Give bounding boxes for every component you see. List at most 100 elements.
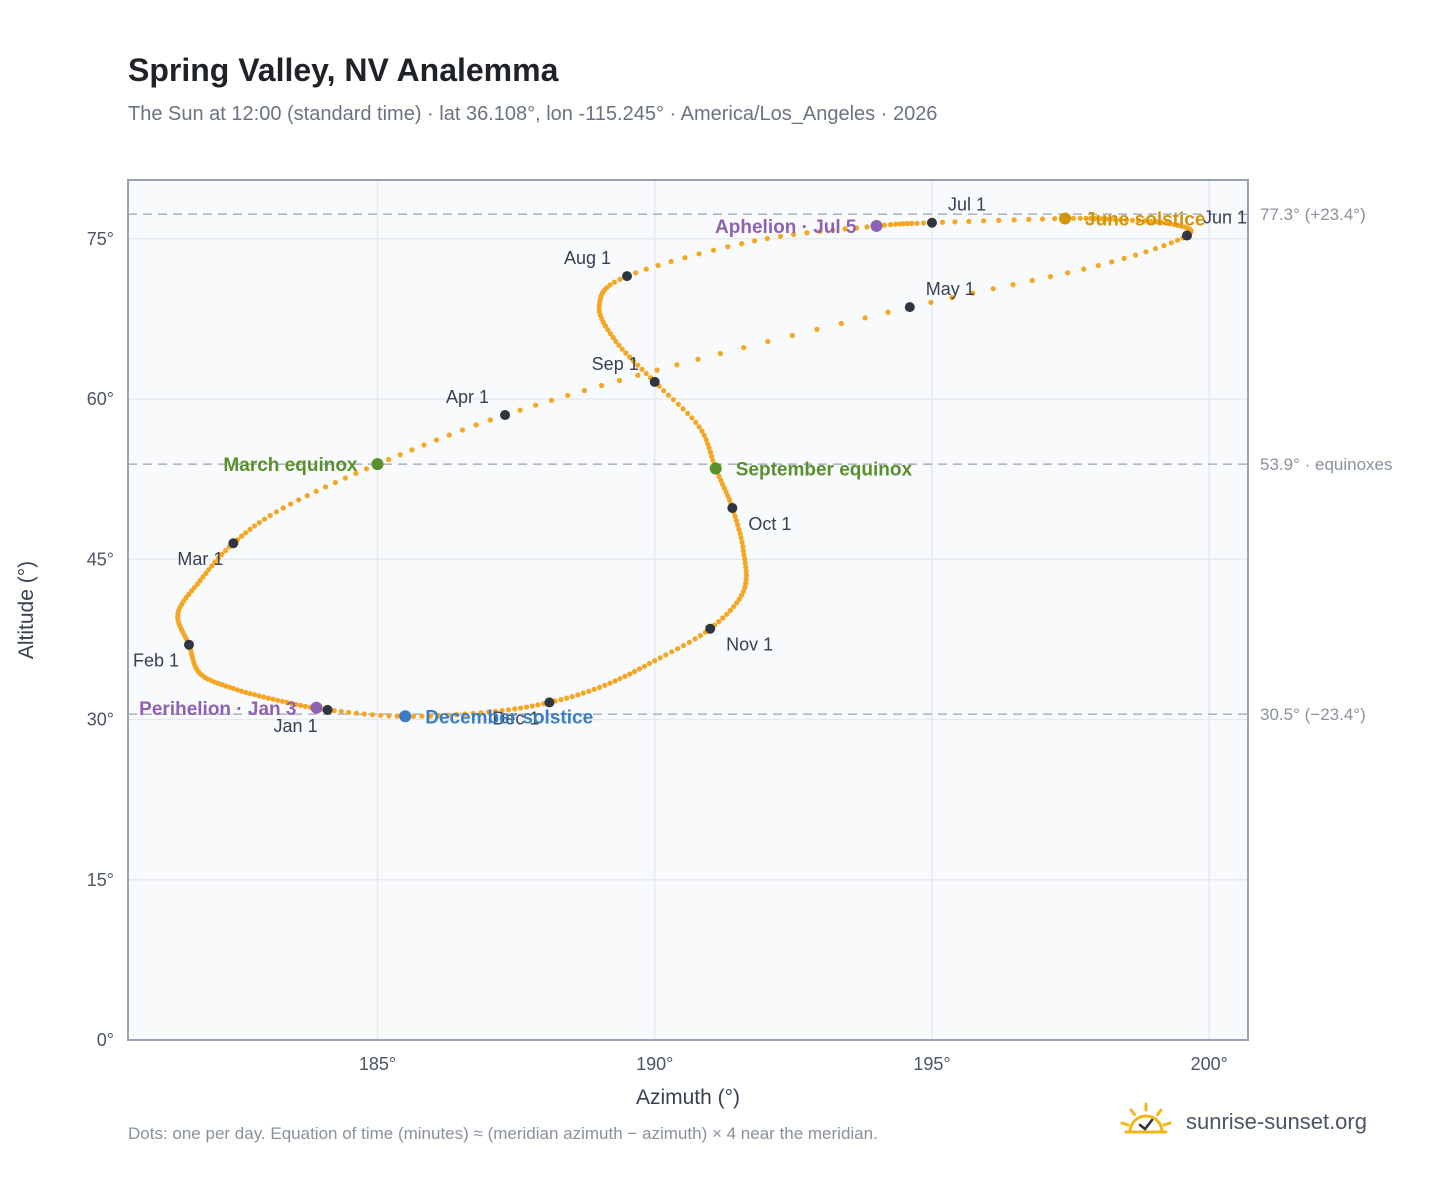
analemma-daily-dot	[1142, 218, 1148, 224]
analemma-daily-dot	[737, 531, 743, 537]
brand-name: sunrise-sunset.org	[1186, 1108, 1367, 1134]
analemma-daily-dot	[533, 402, 539, 408]
analemma-daily-dot	[267, 512, 273, 519]
analemma-daily-dot	[632, 668, 638, 675]
brand-logo[interactable]: sunrise-sunset.org	[1120, 1102, 1367, 1141]
analemma-daily-dot	[864, 224, 870, 230]
analemma-daily-dot	[842, 226, 848, 232]
analemma-daily-dot	[739, 241, 745, 247]
analemma-daily-dot	[394, 713, 400, 719]
analemma-daily-dot	[1117, 217, 1123, 223]
analemma-daily-dot	[234, 687, 240, 693]
analemma-daily-dot	[742, 584, 748, 591]
analemma-daily-dot	[499, 708, 505, 714]
analemma-daily-dot	[1167, 221, 1173, 227]
event-label: March equinox	[223, 455, 358, 476]
analemma-daily-dot	[654, 367, 660, 373]
analemma-daily-dot	[369, 712, 375, 718]
analemma-daily-dot	[596, 684, 603, 691]
analemma-daily-dot	[238, 688, 244, 694]
month-marker-dot	[228, 538, 239, 549]
analemma-daily-dot	[655, 262, 661, 268]
analemma-daily-dot	[194, 581, 200, 587]
analemma-daily-dot	[280, 505, 286, 511]
analemma-daily-dot	[517, 407, 523, 413]
analemma-daily-dot	[478, 710, 484, 716]
analemma-daily-dot	[209, 563, 215, 569]
analemma-daily-dot	[617, 676, 623, 682]
analemma-daily-dot	[674, 362, 680, 368]
analemma-daily-dot	[743, 564, 749, 570]
analemma-daily-dot	[1175, 237, 1181, 243]
analemma-daily-dot	[1109, 259, 1115, 265]
analemma-daily-dot	[607, 680, 613, 686]
analemma-daily-dot	[239, 533, 245, 539]
analemma-daily-dot	[636, 666, 643, 672]
x-axis-title: Azimuth (°)	[636, 1086, 740, 1109]
analemma-daily-dot	[226, 684, 233, 690]
chart-title: Spring Valley, NV Analemma	[128, 52, 559, 88]
analemma-daily-dot	[633, 270, 639, 276]
analemma-daily-dot	[612, 678, 618, 684]
analemma-daily-dot	[1010, 282, 1016, 288]
y-axis-title: Altitude (°)	[15, 561, 38, 659]
analemma-daily-dot	[1052, 216, 1058, 222]
analemma-daily-dot	[243, 530, 249, 536]
analemma-daily-dot	[353, 710, 359, 716]
analemma-daily-dot	[293, 701, 299, 708]
analemma-daily-dot	[627, 671, 633, 677]
analemma-daily-dot	[602, 682, 608, 688]
analemma-daily-dot	[346, 709, 352, 716]
analemma-daily-dot	[284, 699, 290, 706]
analemma-daily-dot	[304, 493, 310, 499]
analemma-daily-dot	[657, 655, 663, 661]
analemma-daily-dot	[261, 694, 267, 700]
analemma-daily-dot	[838, 320, 844, 327]
analemma-daily-dot	[599, 382, 605, 389]
month-marker-label: Apr 1	[446, 387, 489, 407]
analemma-daily-dot	[741, 552, 747, 558]
analemma-daily-dot	[721, 485, 728, 491]
analemma-daily-dot	[689, 415, 695, 421]
month-marker-dot	[500, 410, 511, 421]
analemma-daily-dot	[703, 437, 709, 443]
analemma-daily-dot	[433, 437, 439, 443]
analemma-daily-dot	[909, 220, 915, 226]
analemma-daily-dot	[705, 441, 711, 447]
analemma-daily-dot	[565, 392, 571, 398]
reference-line-label: 77.3° (+23.4°)	[1260, 205, 1366, 224]
analemma-daily-dot	[720, 615, 726, 621]
analemma-daily-dot	[611, 279, 618, 285]
analemma-daily-dot	[1070, 215, 1076, 221]
y-tick-label: 0°	[97, 1030, 114, 1050]
analemma-daily-dot	[243, 689, 249, 696]
analemma-daily-dot	[970, 290, 976, 296]
analemma-daily-dot	[904, 220, 911, 227]
analemma-daily-dot	[256, 520, 262, 526]
event-label: Aphelion · Jul 5	[715, 217, 857, 238]
reference-line-label: 30.5° (−23.4°)	[1260, 705, 1366, 724]
y-tick-label: 75°	[87, 229, 114, 249]
month-marker-label: Nov 1	[726, 635, 773, 655]
analemma-daily-dot	[740, 543, 746, 550]
analemma-daily-dot	[1029, 277, 1035, 284]
analemma-daily-dot	[575, 692, 581, 698]
analemma-daily-dot	[736, 596, 742, 602]
analemma-daily-dot	[288, 700, 294, 707]
analemma-daily-dot	[736, 526, 742, 532]
analemma-daily-dot	[1161, 243, 1167, 249]
analemma-daily-dot	[888, 222, 894, 228]
month-marker-label: Oct 1	[748, 514, 791, 534]
analemma-daily-dot	[682, 255, 688, 261]
analemma-daily-dot	[695, 356, 701, 362]
analemma-daily-dot	[338, 708, 344, 715]
analemma-daily-dot	[487, 417, 493, 423]
analemma-daily-dot	[928, 299, 934, 305]
analemma-daily-dot	[1095, 262, 1101, 269]
analemma-daily-dot	[952, 219, 958, 225]
analemma-daily-dot	[1163, 220, 1169, 226]
analemma-daily-dot	[215, 555, 221, 561]
month-marker-dot	[183, 639, 194, 650]
analemma-daily-dot	[732, 513, 738, 520]
